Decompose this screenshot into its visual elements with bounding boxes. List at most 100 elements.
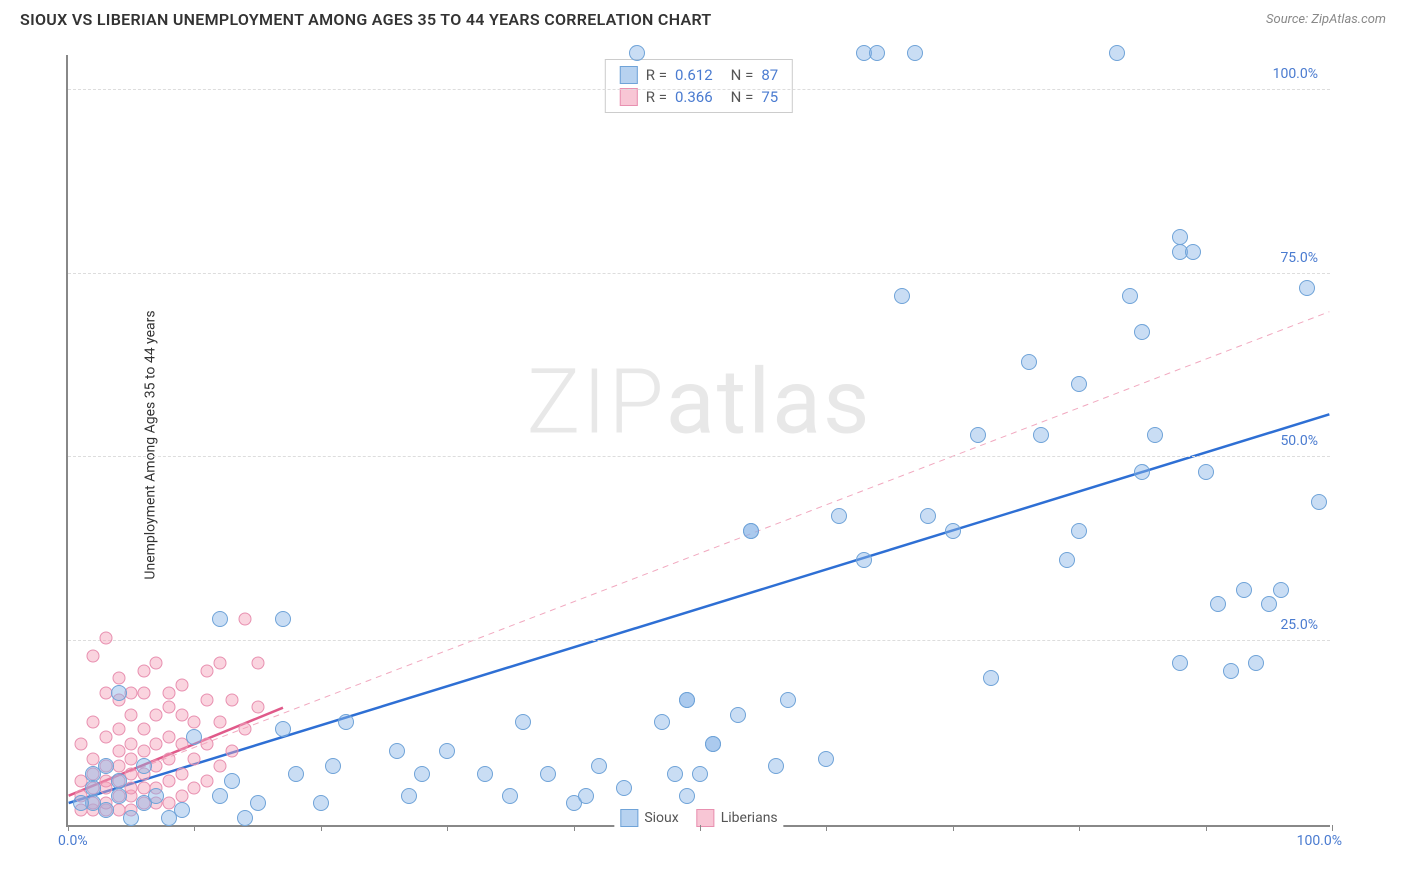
data-point	[1210, 596, 1226, 612]
data-point	[123, 810, 139, 826]
x-tick	[321, 825, 322, 831]
data-point	[87, 649, 100, 662]
stat-n-label: N =	[731, 88, 754, 106]
x-tick	[700, 825, 701, 831]
data-point	[831, 508, 847, 524]
data-point	[894, 288, 910, 304]
data-point	[201, 664, 214, 677]
data-point	[616, 780, 632, 796]
legend: Sioux Liberians	[614, 809, 783, 827]
chart-title: SIOUX VS LIBERIAN UNEMPLOYMENT AMONG AGE…	[20, 10, 712, 29]
data-point	[1273, 582, 1289, 598]
data-point	[920, 508, 936, 524]
stat-r-label: R =	[646, 66, 667, 84]
data-point	[85, 780, 101, 796]
data-point	[502, 788, 518, 804]
data-point	[1198, 464, 1214, 480]
data-point	[288, 766, 304, 782]
data-point	[175, 708, 188, 721]
chart-source: Source: ZipAtlas.com	[1266, 12, 1386, 27]
data-point	[970, 427, 986, 443]
data-point	[188, 752, 201, 765]
data-point	[226, 745, 239, 758]
data-point	[325, 758, 341, 774]
data-point	[743, 523, 759, 539]
data-point	[213, 657, 226, 670]
legend-label-sioux: Sioux	[644, 810, 678, 826]
data-point	[1185, 244, 1201, 260]
data-point	[87, 716, 100, 729]
x-tick	[68, 825, 69, 831]
data-point	[125, 686, 138, 699]
data-point	[150, 760, 163, 773]
data-point	[1033, 427, 1049, 443]
data-point	[125, 782, 138, 795]
data-point	[237, 810, 253, 826]
x-label-min: 0.0%	[58, 833, 88, 849]
chart-header: SIOUX VS LIBERIAN UNEMPLOYMENT AMONG AGE…	[0, 0, 1406, 34]
legend-item-liberians: Liberians	[697, 809, 778, 827]
x-tick	[447, 825, 448, 831]
data-point	[163, 686, 176, 699]
data-point	[150, 738, 163, 751]
data-point	[163, 730, 176, 743]
data-point	[856, 552, 872, 568]
data-point	[1134, 324, 1150, 340]
data-point	[163, 752, 176, 765]
data-point	[1236, 582, 1252, 598]
data-point	[224, 773, 240, 789]
data-point	[907, 45, 923, 61]
data-point	[1223, 663, 1239, 679]
data-point	[1172, 229, 1188, 245]
swatch-blue-icon	[620, 66, 638, 84]
data-point	[112, 723, 125, 736]
y-tick-label: 25.0%	[1280, 617, 1318, 633]
data-point	[275, 611, 291, 627]
data-point	[515, 714, 531, 730]
data-point	[148, 788, 164, 804]
x-tick	[194, 825, 195, 831]
data-point	[1071, 523, 1087, 539]
data-point	[111, 685, 127, 701]
stat-n-liberians: 75	[761, 88, 778, 106]
data-point	[188, 782, 201, 795]
data-point	[654, 714, 670, 730]
data-point	[869, 45, 885, 61]
data-point	[150, 708, 163, 721]
stats-row-sioux: R = 0.612 N = 87	[620, 64, 778, 86]
data-point	[1109, 45, 1125, 61]
data-point	[188, 716, 201, 729]
data-point	[175, 767, 188, 780]
data-point	[73, 795, 89, 811]
stat-r-liberians: 0.366	[675, 88, 713, 106]
data-point	[1299, 280, 1315, 296]
data-point	[238, 613, 251, 626]
data-point	[275, 721, 291, 737]
x-tick	[826, 825, 827, 831]
data-point	[705, 736, 721, 752]
x-axis-labels: 0.0% 100.0%	[66, 833, 1330, 853]
data-point	[74, 738, 87, 751]
stat-r-sioux: 0.612	[675, 66, 713, 84]
stat-n-sioux: 87	[761, 66, 778, 84]
data-point	[238, 723, 251, 736]
data-point	[1134, 464, 1150, 480]
y-tick-label: 50.0%	[1280, 433, 1318, 449]
data-point	[201, 738, 214, 751]
data-point	[667, 766, 683, 782]
data-point	[150, 657, 163, 670]
y-tick-label: 75.0%	[1280, 250, 1318, 266]
data-point	[730, 707, 746, 723]
data-point	[313, 795, 329, 811]
data-point	[251, 701, 264, 714]
data-point	[137, 664, 150, 677]
data-point	[768, 758, 784, 774]
y-tick-label: 100.0%	[1273, 66, 1318, 82]
legend-label-liberians: Liberians	[721, 810, 778, 826]
data-point	[251, 657, 264, 670]
data-point	[137, 745, 150, 758]
swatch-blue-icon	[620, 809, 638, 827]
x-tick	[1079, 825, 1080, 831]
data-point	[477, 766, 493, 782]
data-point	[439, 743, 455, 759]
